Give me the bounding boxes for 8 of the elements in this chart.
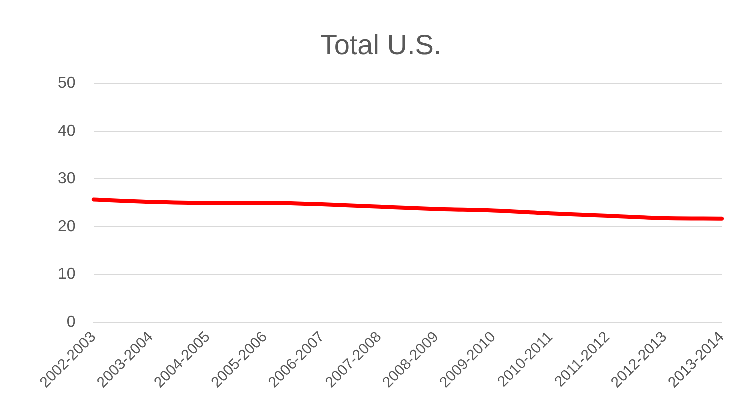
y-tick-label: 10 [58, 266, 76, 284]
y-tick-label: 50 [58, 75, 76, 92]
line-series [92, 198, 724, 221]
y-tick-label: 0 [66, 314, 76, 331]
y-tick-label: 20 [58, 218, 76, 236]
chart-title: Total U.S. [320, 30, 442, 61]
y-tick-label: 40 [58, 122, 76, 140]
y-tick-label: 30 [58, 170, 76, 188]
